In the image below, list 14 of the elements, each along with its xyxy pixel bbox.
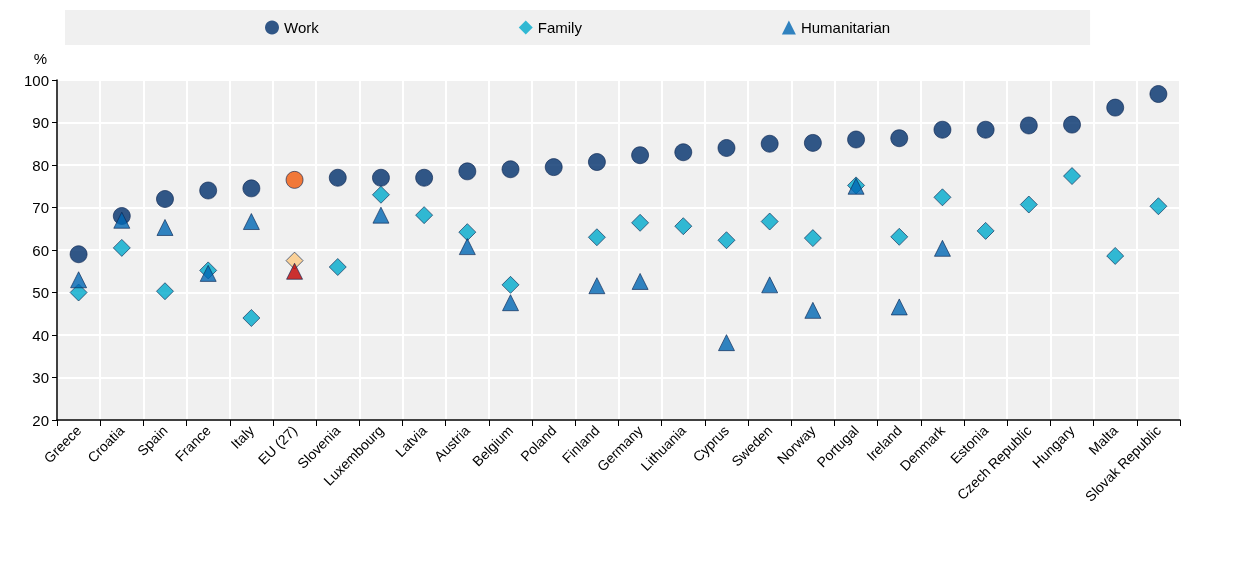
legend-label: Humanitarian bbox=[800, 19, 891, 36]
y-tick-label: 30 bbox=[32, 369, 49, 386]
x-tick-label: Italy bbox=[227, 422, 258, 452]
y-tick-label: 40 bbox=[32, 326, 49, 344]
y-tick-label: 100 bbox=[23, 71, 49, 89]
y-tick-label: 80 bbox=[32, 156, 49, 174]
y-tick-label: 60 bbox=[32, 241, 49, 259]
y-axis-title: % bbox=[33, 50, 47, 67]
legend-label: Work bbox=[284, 19, 320, 36]
y-tick-label: 70 bbox=[32, 199, 49, 216]
legend-label: Family bbox=[537, 19, 583, 36]
y-tick-label: 20 bbox=[32, 411, 49, 429]
y-tick-label: 90 bbox=[32, 114, 49, 131]
y-tick-label: 50 bbox=[32, 284, 49, 301]
